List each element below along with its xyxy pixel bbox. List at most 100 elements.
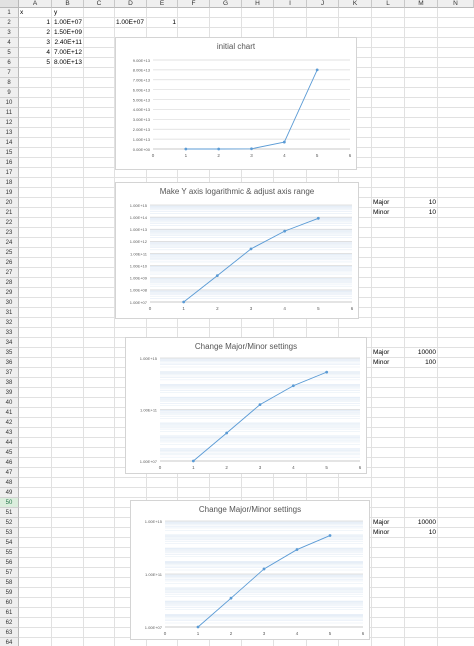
row-header[interactable]: 45	[0, 448, 19, 458]
row-header[interactable]: 56	[0, 558, 19, 568]
row-header[interactable]: 13	[0, 128, 19, 138]
cell-l36[interactable]: Minor	[373, 359, 390, 366]
row-header[interactable]: 38	[0, 378, 19, 388]
cell-l21[interactable]: Minor	[373, 209, 390, 216]
row-header[interactable]: 64	[0, 638, 19, 646]
chart-4[interactable]: Change Major/Minor settings 1.00E+07 1.00E…	[130, 500, 370, 640]
row-header[interactable]: 51	[0, 508, 19, 518]
column-header-d[interactable]: D	[115, 0, 147, 8]
row-header[interactable]: 19	[0, 188, 19, 198]
row-header[interactable]: 27	[0, 268, 19, 278]
column-header-a[interactable]: A	[19, 0, 52, 8]
row-header[interactable]: 62	[0, 618, 19, 628]
cell-d2[interactable]: 1.00E+07	[116, 19, 145, 26]
cell-b4[interactable]: 2.40E+11	[54, 39, 82, 46]
row-header[interactable]: 36	[0, 358, 19, 368]
cell-a4[interactable]: 3	[46, 39, 50, 46]
chart-2[interactable]: Make Y axis logarithmic & adjust axis ra…	[115, 182, 359, 319]
row-header[interactable]: 61	[0, 608, 19, 618]
row-header[interactable]: 15	[0, 148, 19, 158]
column-header-m[interactable]: M	[405, 0, 438, 8]
row-header[interactable]: 49	[0, 488, 19, 498]
cell-m52[interactable]: 10000	[417, 519, 436, 526]
row-header[interactable]: 18	[0, 178, 19, 188]
cell-l52[interactable]: Major	[373, 519, 390, 526]
cell-a3[interactable]: 2	[46, 29, 50, 36]
row-header[interactable]: 17	[0, 168, 19, 178]
row-header[interactable]: 60	[0, 598, 19, 608]
cell-a2[interactable]: 1	[46, 19, 50, 26]
row-header[interactable]: 20	[0, 198, 19, 208]
row-header[interactable]: 23	[0, 228, 19, 238]
row-header[interactable]: 2	[0, 18, 19, 28]
row-header[interactable]: 25	[0, 248, 19, 258]
row-header[interactable]: 37	[0, 368, 19, 378]
column-header-b[interactable]: B	[52, 0, 84, 8]
column-header-l[interactable]: L	[372, 0, 405, 8]
row-header[interactable]: 1	[0, 8, 19, 18]
column-header-j[interactable]: J	[307, 0, 339, 8]
row-header[interactable]: 7	[0, 68, 19, 78]
column-header-c[interactable]: C	[84, 0, 115, 8]
cell-l20[interactable]: Major	[373, 199, 390, 206]
row-header[interactable]: 26	[0, 258, 19, 268]
row-header[interactable]: 41	[0, 408, 19, 418]
row-header[interactable]: 35	[0, 348, 19, 358]
cell-l35[interactable]: Major	[373, 349, 390, 356]
row-header[interactable]: 6	[0, 58, 19, 68]
row-header[interactable]: 53	[0, 528, 19, 538]
row-header[interactable]: 3	[0, 28, 19, 38]
row-header[interactable]: 12	[0, 118, 19, 128]
chart-3[interactable]: Change Major/Minor settings 1.00E+07 1.00E…	[125, 337, 367, 474]
row-header[interactable]: 28	[0, 278, 19, 288]
column-header-i[interactable]: I	[274, 0, 307, 8]
select-all-corner[interactable]	[0, 0, 19, 8]
cell-m36[interactable]: 100	[425, 359, 436, 366]
column-header-h[interactable]: H	[242, 0, 274, 8]
row-header[interactable]: 54	[0, 538, 19, 548]
cell-b6[interactable]: 8.00E+13	[53, 59, 82, 66]
row-header[interactable]: 31	[0, 308, 19, 318]
row-header[interactable]: 10	[0, 98, 19, 108]
row-header[interactable]: 11	[0, 108, 19, 118]
row-header[interactable]: 24	[0, 238, 19, 248]
row-header[interactable]: 42	[0, 418, 19, 428]
row-header[interactable]: 57	[0, 568, 19, 578]
column-header-g[interactable]: G	[210, 0, 242, 8]
cell-b2[interactable]: 1.00E+07	[53, 19, 82, 26]
row-header[interactable]: 52	[0, 518, 19, 528]
cell-b1[interactable]: y	[54, 9, 58, 16]
column-header-n[interactable]: N	[438, 0, 474, 8]
cell-l53[interactable]: Minor	[373, 529, 390, 536]
cell-a1[interactable]: x	[20, 9, 24, 16]
cell-m21[interactable]: 10	[428, 209, 436, 216]
row-header[interactable]: 5	[0, 48, 19, 58]
row-header[interactable]: 16	[0, 158, 19, 168]
cell-m35[interactable]: 10000	[417, 349, 436, 356]
row-header[interactable]: 58	[0, 578, 19, 588]
column-header-e[interactable]: E	[147, 0, 178, 8]
row-header[interactable]: 48	[0, 478, 19, 488]
cell-m53[interactable]: 10	[428, 529, 436, 536]
row-header[interactable]: 34	[0, 338, 19, 348]
row-header[interactable]: 44	[0, 438, 19, 448]
row-header[interactable]: 22	[0, 218, 19, 228]
row-header[interactable]: 29	[0, 288, 19, 298]
column-header-f[interactable]: F	[178, 0, 210, 8]
row-header[interactable]: 21	[0, 208, 19, 218]
row-header[interactable]: 33	[0, 328, 19, 338]
cell-m20[interactable]: 10	[428, 199, 436, 206]
row-header[interactable]: 50	[0, 498, 19, 508]
chart-1[interactable]: initial chart 0.00E+00 1.00E+13 2.00E+13 3.0…	[115, 37, 357, 170]
row-header[interactable]: 63	[0, 628, 19, 638]
row-header[interactable]: 4	[0, 38, 19, 48]
cell-a6[interactable]: 5	[46, 59, 50, 66]
row-header[interactable]: 43	[0, 428, 19, 438]
cell-b3[interactable]: 1.50E+09	[53, 29, 82, 36]
row-header[interactable]: 55	[0, 548, 19, 558]
row-header[interactable]: 39	[0, 388, 19, 398]
row-header[interactable]: 14	[0, 138, 19, 148]
row-header[interactable]: 30	[0, 298, 19, 308]
cell-b5[interactable]: 7.00E+12	[53, 49, 82, 56]
